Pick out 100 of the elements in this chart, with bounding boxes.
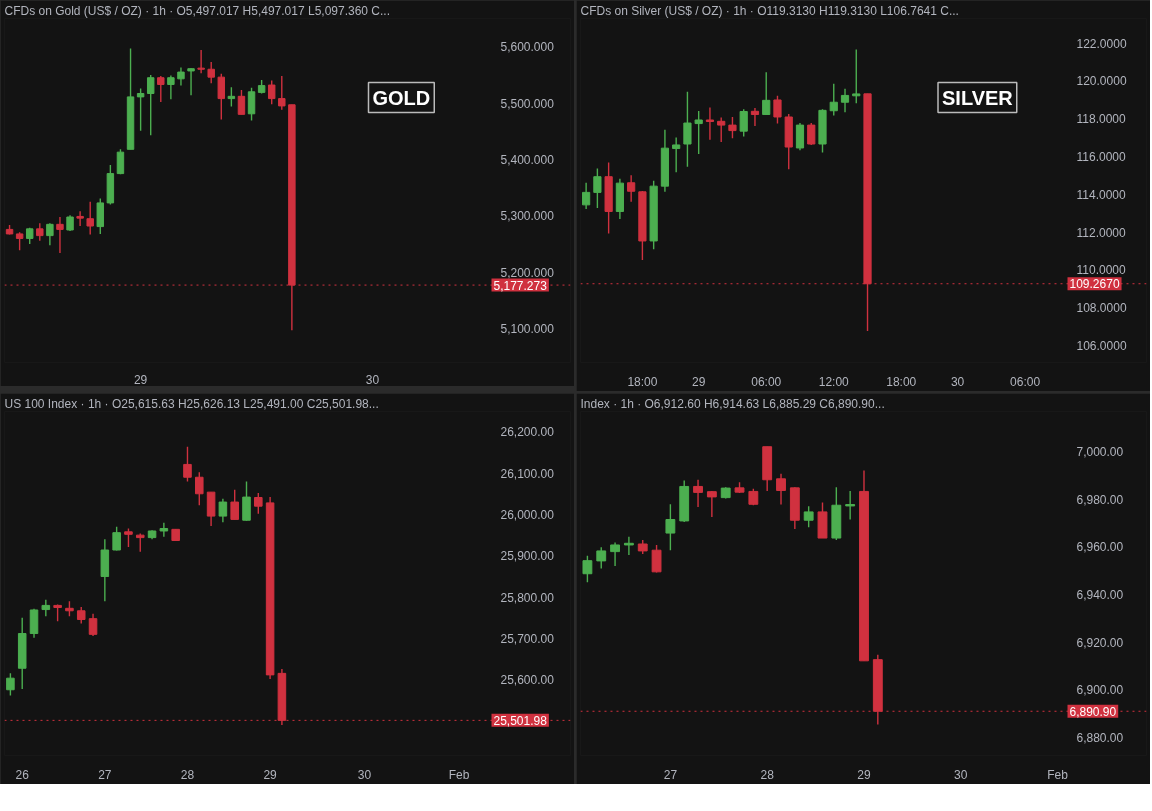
y-tick-label: 26,100.00 xyxy=(500,466,555,481)
ref-line-label: 25,501.98 xyxy=(493,713,548,728)
candlestick xyxy=(167,74,175,100)
candlestick xyxy=(96,197,105,235)
candlestick xyxy=(596,546,607,570)
x-tick-label: 30 xyxy=(950,374,965,389)
ref-line-label: 109.2670 xyxy=(1069,277,1120,292)
candlestick xyxy=(206,491,216,527)
candlestick xyxy=(237,89,246,116)
x-tick-label: Feb xyxy=(448,767,470,782)
candlestick xyxy=(807,122,816,146)
x-tick-label: 18:00 xyxy=(886,374,917,389)
candlestick xyxy=(739,108,748,138)
candlestick xyxy=(187,67,195,96)
x-tick-label: 29 xyxy=(263,767,278,782)
candlestick xyxy=(197,49,205,74)
candlestick xyxy=(750,107,760,127)
candlestick xyxy=(852,48,861,105)
candlestick xyxy=(728,116,737,139)
candlestick xyxy=(218,498,228,524)
x-tick-label: 30 xyxy=(357,767,372,782)
x-tick-label: 06:00 xyxy=(1010,374,1041,389)
x-tick-label: 30 xyxy=(954,767,968,782)
candlestick xyxy=(829,83,838,117)
y-tick-label: 6,920.00 xyxy=(1076,635,1124,650)
x-tick-label: 28 xyxy=(760,767,775,782)
candlestick xyxy=(610,541,620,567)
chart-title: Index · 1h · O6,912.60 H6,914.63 L6,885.29 C6,890.90... xyxy=(580,396,885,411)
candlestick xyxy=(41,598,51,617)
candlestick xyxy=(705,106,715,141)
candlestick xyxy=(717,116,726,143)
candlestick xyxy=(267,79,276,105)
candlestick xyxy=(29,608,39,639)
x-tick-label: 27 xyxy=(663,767,678,782)
candlestick xyxy=(582,554,593,584)
y-tick-label: 25,700.00 xyxy=(500,631,555,646)
candlestick xyxy=(15,231,24,251)
ref-line-label: 6,890.90 xyxy=(1069,704,1117,719)
y-tick-label: 5,300.000 xyxy=(500,209,555,224)
y-tick-label: 6,900.00 xyxy=(1076,683,1124,698)
candlestick xyxy=(56,216,64,254)
y-tick-label: 6,940.00 xyxy=(1076,587,1124,602)
chart-title: CFDs on Gold (US$ / OZ) · 1h · O5,497.017 H5,497.017 L5,097.360 C... xyxy=(4,3,391,18)
candlestick xyxy=(157,75,165,103)
x-tick-label: 06:00 xyxy=(751,374,782,389)
candlestick xyxy=(706,490,717,518)
candlestick xyxy=(159,522,169,538)
candlestick xyxy=(803,505,814,529)
candlestick xyxy=(217,73,226,121)
y-tick-label: 25,800.00 xyxy=(500,590,555,605)
y-tick-label: 5,600.000 xyxy=(500,40,555,55)
candlestick xyxy=(672,136,681,173)
y-tick-label: 5,100.000 xyxy=(500,322,555,337)
x-tick-label: 26 xyxy=(15,767,30,782)
annotation: GOLD xyxy=(372,86,431,109)
y-tick-label: 120.0000 xyxy=(1076,74,1127,89)
candlestick xyxy=(112,526,121,552)
x-tick-label: 29 xyxy=(692,374,706,389)
y-tick-label: 7,000.00 xyxy=(1076,445,1124,460)
y-tick-label: 25,600.00 xyxy=(500,673,555,688)
y-tick-label: 5,200.000 xyxy=(500,265,555,280)
x-tick-label: 27 xyxy=(98,767,112,782)
candlestick xyxy=(840,88,850,113)
candlestick xyxy=(136,87,145,132)
candlestick xyxy=(254,492,263,515)
candlestick xyxy=(278,75,286,111)
y-tick-label: 116.0000 xyxy=(1076,149,1126,164)
candlestick xyxy=(623,535,634,556)
y-tick-label: 26,200.00 xyxy=(500,425,555,440)
x-tick-label: 29 xyxy=(857,767,871,782)
candlestick xyxy=(593,167,602,209)
candlestick xyxy=(773,95,782,125)
x-tick-label: 28 xyxy=(180,767,195,782)
candlestick xyxy=(86,201,94,236)
y-tick-label: 108.0000 xyxy=(1076,301,1127,316)
candlestick xyxy=(76,210,84,227)
annotation: SILVER xyxy=(942,86,1014,109)
x-tick-label: 30 xyxy=(365,372,380,387)
candlestick xyxy=(694,110,703,155)
y-tick-label: 122.0000 xyxy=(1076,36,1127,51)
y-tick-label: 106.0000 xyxy=(1076,338,1127,353)
x-tick-label: Feb xyxy=(1047,767,1069,782)
candlestick xyxy=(762,71,771,116)
candlestick xyxy=(242,480,251,522)
candlestick xyxy=(116,148,125,175)
candlestick xyxy=(207,61,215,85)
x-tick-label: 12:00 xyxy=(818,374,850,389)
y-tick-label: 6,960.00 xyxy=(1076,540,1124,555)
candlestick xyxy=(135,532,145,553)
y-tick-label: 25,900.00 xyxy=(500,549,555,564)
y-tick-label: 26,000.00 xyxy=(500,507,555,522)
chart-title: CFDs on Silver (US$ / OZ) · 1h · O119.3130 H119.3130 L106.7641 C... xyxy=(580,3,959,18)
candlestick xyxy=(88,612,98,637)
candlestick xyxy=(247,87,256,122)
candlestick xyxy=(124,527,133,548)
x-tick-label: 29 xyxy=(133,372,148,387)
y-tick-label: 118.0000 xyxy=(1076,112,1126,127)
candlestick xyxy=(230,488,239,521)
ref-line-label: 5,177.273 xyxy=(493,278,548,293)
candlestick xyxy=(795,122,805,151)
